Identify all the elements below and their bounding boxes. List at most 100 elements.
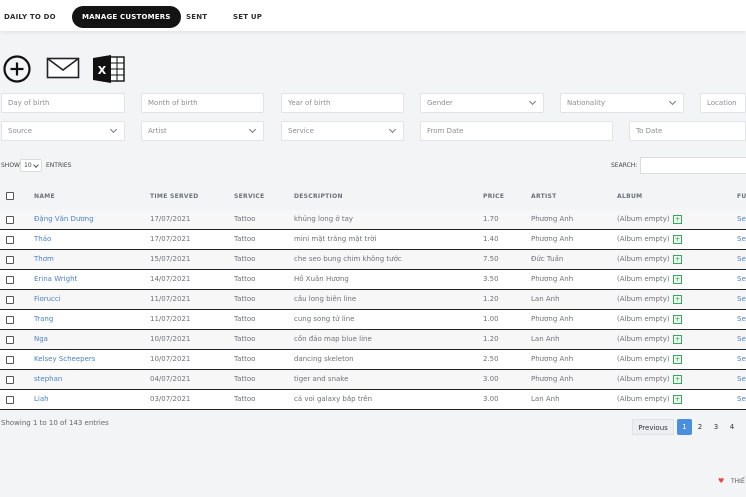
description-cell: dancing skeleton bbox=[294, 355, 354, 363]
customer-name-link[interactable]: Thảo bbox=[34, 235, 51, 243]
row-checkbox[interactable] bbox=[6, 256, 14, 264]
filter-gender[interactable]: Gender bbox=[420, 93, 544, 113]
previous-button[interactable]: Previous bbox=[632, 419, 674, 435]
album-add-icon[interactable]: + bbox=[673, 275, 682, 284]
filter-service-label: Service bbox=[288, 127, 314, 135]
row-checkbox[interactable] bbox=[6, 376, 14, 384]
page-3-button[interactable]: 3 bbox=[709, 419, 723, 435]
album-add-icon[interactable]: + bbox=[673, 235, 682, 244]
fu-link[interactable]: Se bbox=[737, 335, 746, 343]
table-row: Kelsey Scheepers 10/07/2021 Tattoo dancing … bbox=[0, 350, 746, 370]
album-add-icon[interactable]: + bbox=[673, 355, 682, 364]
select-all-checkbox[interactable] bbox=[6, 192, 14, 200]
filter-location[interactable]: Location bbox=[700, 93, 746, 113]
nav-manage-customers[interactable]: MANAGE CUSTOMERS bbox=[72, 6, 181, 28]
customer-name-link[interactable]: stephan bbox=[34, 375, 62, 383]
col-time-served[interactable]: TIME SERVED bbox=[150, 193, 199, 200]
filter-source-label: Source bbox=[8, 127, 32, 135]
customer-name-link[interactable]: Fiorucci bbox=[34, 295, 61, 303]
row-checkbox[interactable] bbox=[6, 356, 14, 364]
customer-name-link[interactable]: Đặng Văn Dương bbox=[34, 215, 94, 223]
fu-link[interactable]: Se bbox=[737, 375, 746, 383]
customer-name-link[interactable]: Liah bbox=[34, 395, 49, 403]
fu-link[interactable]: Se bbox=[737, 235, 746, 243]
row-checkbox[interactable] bbox=[6, 236, 14, 244]
artist-cell: Đức Tuấn bbox=[531, 255, 563, 263]
page-4-button[interactable]: 4 bbox=[725, 419, 739, 435]
row-checkbox[interactable] bbox=[6, 296, 14, 304]
col-artist[interactable]: ARTIST bbox=[531, 193, 557, 200]
album-add-icon[interactable]: + bbox=[673, 395, 682, 404]
customer-name-link[interactable]: Kelsey Scheepers bbox=[34, 355, 95, 363]
col-description[interactable]: DESCRIPTION bbox=[294, 193, 343, 200]
customer-name-link[interactable]: Thơm bbox=[34, 255, 54, 263]
col-album[interactable]: ALBUM bbox=[617, 193, 642, 200]
entries-value: 10 bbox=[24, 162, 32, 169]
service-cell: Tattoo bbox=[234, 275, 255, 283]
album-add-icon[interactable]: + bbox=[673, 335, 682, 344]
entries-label: ENTRIES bbox=[46, 162, 71, 169]
time-served-cell: 03/07/2021 bbox=[150, 395, 190, 403]
chevron-down-icon bbox=[249, 126, 256, 133]
filter-year-of-birth[interactable]: Year of birth bbox=[281, 93, 404, 113]
entries-info: Showing 1 to 10 of 143 entries bbox=[1, 419, 109, 427]
entries-select[interactable]: 10 bbox=[20, 159, 42, 172]
album-add-icon[interactable]: + bbox=[673, 295, 682, 304]
fu-link[interactable]: Se bbox=[737, 215, 746, 223]
filter-to-date[interactable]: To Date bbox=[629, 121, 746, 141]
description-cell: cung song tử line bbox=[294, 315, 354, 323]
album-cell: (Album empty) bbox=[617, 375, 670, 383]
service-cell: Tattoo bbox=[234, 355, 255, 363]
album-add-icon[interactable]: + bbox=[673, 215, 682, 224]
description-cell: Hồ Xuân Hương bbox=[294, 275, 349, 283]
fu-link[interactable]: Se bbox=[737, 315, 746, 323]
customer-name-link[interactable]: Nga bbox=[34, 335, 48, 343]
row-checkbox[interactable] bbox=[6, 336, 14, 344]
col-price[interactable]: PRICE bbox=[483, 193, 504, 200]
add-customer-button[interactable] bbox=[2, 54, 32, 84]
row-checkbox[interactable] bbox=[6, 316, 14, 324]
nav-daily-to-do[interactable]: DAILY TO DO bbox=[4, 6, 56, 28]
row-checkbox[interactable] bbox=[6, 276, 14, 284]
page-2-button[interactable]: 2 bbox=[693, 419, 707, 435]
artist-cell: Phương Anh bbox=[531, 375, 573, 383]
filter-from-date[interactable]: From Date bbox=[420, 121, 613, 141]
album-add-icon[interactable]: + bbox=[673, 255, 682, 264]
filter-source[interactable]: Source bbox=[1, 121, 125, 141]
customer-name-link[interactable]: Trang bbox=[34, 315, 53, 323]
album-add-icon[interactable]: + bbox=[673, 315, 682, 324]
nav-sent[interactable]: SENT bbox=[186, 6, 207, 28]
price-cell: 1.70 bbox=[483, 215, 499, 223]
fu-link[interactable]: Se bbox=[737, 355, 746, 363]
fu-link[interactable]: Se bbox=[737, 275, 746, 283]
filter-service[interactable]: Service bbox=[281, 121, 404, 141]
artist-cell: Phương Anh bbox=[531, 215, 573, 223]
col-service[interactable]: SERVICE bbox=[234, 193, 265, 200]
col-name[interactable]: NAME bbox=[34, 193, 55, 200]
album-add-icon[interactable]: + bbox=[673, 375, 682, 384]
album-cell: (Album empty) bbox=[617, 315, 670, 323]
fu-link[interactable]: Se bbox=[737, 295, 746, 303]
col-fu[interactable]: FU bbox=[737, 193, 746, 200]
customer-name-link[interactable]: Erina Wright bbox=[34, 275, 77, 283]
fu-link[interactable]: Se bbox=[737, 395, 746, 403]
search-input[interactable] bbox=[640, 157, 746, 174]
row-checkbox[interactable] bbox=[6, 216, 14, 224]
filter-artist[interactable]: Artist bbox=[141, 121, 264, 141]
send-email-button[interactable] bbox=[46, 57, 80, 87]
table-row: Thơm 15/07/2021 Tattoo che seo bung chim kh… bbox=[0, 250, 746, 270]
chevron-down-icon bbox=[110, 126, 117, 133]
nav-set-up[interactable]: SET UP bbox=[233, 6, 262, 28]
description-cell: cồn đảo map blue line bbox=[294, 335, 372, 343]
add-circle-icon bbox=[2, 54, 32, 84]
description-cell: mini mặt trăng mặt trời bbox=[294, 235, 376, 243]
fu-link[interactable]: Se bbox=[737, 255, 746, 263]
row-checkbox[interactable] bbox=[6, 396, 14, 404]
filter-month-of-birth[interactable]: Month of birth bbox=[141, 93, 264, 113]
filter-day-of-birth[interactable]: Day of birth bbox=[1, 93, 125, 113]
export-excel-button[interactable]: X bbox=[92, 54, 126, 84]
page-1-button[interactable]: 1 bbox=[677, 419, 692, 435]
price-cell: 1.00 bbox=[483, 315, 499, 323]
time-served-cell: 10/07/2021 bbox=[150, 355, 190, 363]
filter-nationality[interactable]: Nationality bbox=[560, 93, 684, 113]
